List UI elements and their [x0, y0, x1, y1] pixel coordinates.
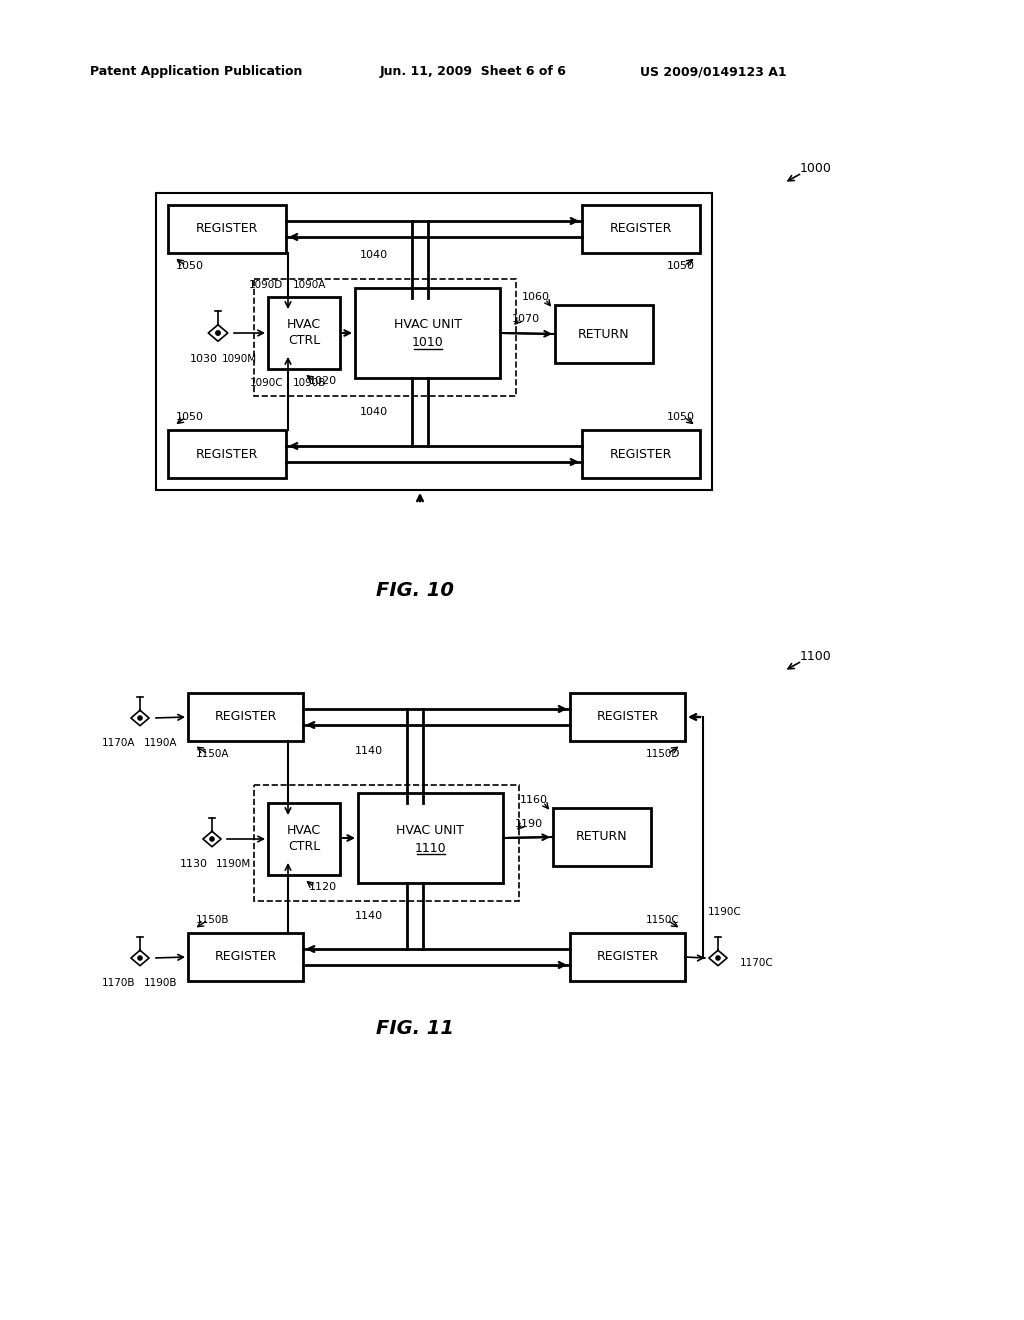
Text: 1190C: 1190C: [708, 907, 741, 917]
Text: 1090C: 1090C: [250, 378, 283, 388]
Text: REGISTER: REGISTER: [610, 447, 672, 461]
Text: 1100: 1100: [800, 649, 831, 663]
Text: Jun. 11, 2009  Sheet 6 of 6: Jun. 11, 2009 Sheet 6 of 6: [380, 66, 567, 78]
Text: 1040: 1040: [359, 249, 388, 260]
Text: 1150A: 1150A: [196, 748, 229, 759]
Text: 1050: 1050: [667, 412, 695, 422]
Circle shape: [138, 715, 142, 721]
Text: US 2009/0149123 A1: US 2009/0149123 A1: [640, 66, 786, 78]
Text: Patent Application Publication: Patent Application Publication: [90, 66, 302, 78]
Text: 1010: 1010: [412, 337, 443, 350]
FancyBboxPatch shape: [570, 693, 685, 741]
Circle shape: [138, 956, 142, 960]
FancyBboxPatch shape: [168, 205, 286, 253]
Text: 1050: 1050: [667, 261, 695, 271]
Text: 1150B: 1150B: [196, 915, 229, 925]
Text: 1120: 1120: [309, 882, 337, 892]
Circle shape: [216, 331, 220, 335]
Text: 1170A: 1170A: [101, 738, 135, 748]
Text: 1090D: 1090D: [249, 280, 283, 290]
FancyBboxPatch shape: [570, 933, 685, 981]
Text: FIG. 11: FIG. 11: [376, 1019, 454, 1038]
FancyBboxPatch shape: [168, 430, 286, 478]
Text: HVAC: HVAC: [287, 318, 322, 331]
Text: 1070: 1070: [512, 314, 540, 323]
Text: 1040: 1040: [359, 407, 388, 417]
FancyBboxPatch shape: [553, 808, 651, 866]
Text: REGISTER: REGISTER: [610, 223, 672, 235]
Text: RETURN: RETURN: [577, 830, 628, 843]
Text: HVAC UNIT: HVAC UNIT: [396, 824, 465, 837]
FancyBboxPatch shape: [188, 933, 303, 981]
FancyBboxPatch shape: [268, 297, 340, 370]
Text: REGISTER: REGISTER: [596, 950, 658, 964]
Text: 1000: 1000: [800, 161, 831, 174]
Text: REGISTER: REGISTER: [196, 223, 258, 235]
Text: 1140: 1140: [355, 911, 383, 921]
Text: REGISTER: REGISTER: [214, 950, 276, 964]
Circle shape: [210, 837, 214, 841]
Text: HVAC UNIT: HVAC UNIT: [393, 318, 462, 331]
Text: FIG. 10: FIG. 10: [376, 581, 454, 599]
Text: 1110: 1110: [415, 842, 446, 854]
FancyBboxPatch shape: [582, 430, 700, 478]
FancyBboxPatch shape: [355, 288, 500, 378]
Text: REGISTER: REGISTER: [196, 447, 258, 461]
FancyBboxPatch shape: [582, 205, 700, 253]
Text: 1090A: 1090A: [293, 280, 327, 290]
Circle shape: [716, 956, 720, 960]
Text: 1190A: 1190A: [144, 738, 177, 748]
Text: 1050: 1050: [176, 412, 204, 422]
Text: RETURN: RETURN: [579, 327, 630, 341]
FancyBboxPatch shape: [358, 793, 503, 883]
Text: 1090B: 1090B: [293, 378, 327, 388]
Text: REGISTER: REGISTER: [596, 710, 658, 723]
Text: CTRL: CTRL: [288, 841, 321, 854]
Text: HVAC: HVAC: [287, 825, 322, 837]
Text: 1190: 1190: [515, 818, 543, 829]
Text: CTRL: CTRL: [288, 334, 321, 347]
Text: 1190M: 1190M: [216, 859, 251, 869]
Text: 1150C: 1150C: [646, 915, 680, 925]
FancyBboxPatch shape: [555, 305, 653, 363]
Text: 1160: 1160: [520, 795, 548, 805]
Text: 1060: 1060: [522, 292, 550, 302]
FancyBboxPatch shape: [268, 803, 340, 875]
Text: 1190B: 1190B: [144, 978, 177, 987]
FancyBboxPatch shape: [188, 693, 303, 741]
Text: 1170B: 1170B: [101, 978, 135, 987]
Text: 1050: 1050: [176, 261, 204, 271]
Text: 1170C: 1170C: [740, 958, 774, 968]
Text: 1020: 1020: [309, 376, 337, 385]
Text: 1090M: 1090M: [222, 354, 257, 364]
Text: 1130: 1130: [180, 859, 208, 869]
Text: 1030: 1030: [190, 354, 218, 364]
Text: REGISTER: REGISTER: [214, 710, 276, 723]
Text: 1140: 1140: [355, 746, 383, 756]
Text: 1150D: 1150D: [645, 748, 680, 759]
